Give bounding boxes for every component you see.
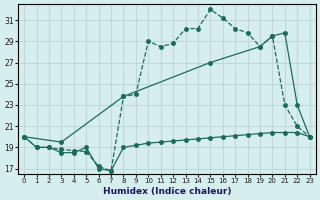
X-axis label: Humidex (Indice chaleur): Humidex (Indice chaleur) <box>103 187 231 196</box>
